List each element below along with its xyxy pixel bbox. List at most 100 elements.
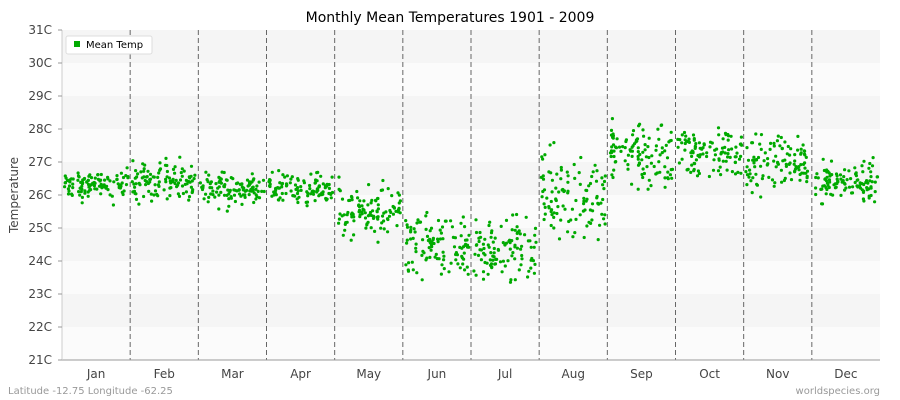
data-point <box>820 202 825 206</box>
data-point <box>82 177 86 181</box>
data-point <box>420 253 424 257</box>
data-point <box>222 184 226 188</box>
data-point <box>267 180 271 184</box>
data-point <box>284 191 288 196</box>
data-point <box>767 175 771 179</box>
footer-location: Latitude -12.75 Longitude -62.25 <box>8 386 173 397</box>
data-point <box>711 168 716 172</box>
data-point <box>869 170 873 174</box>
data-point <box>138 183 142 187</box>
data-point <box>481 242 485 246</box>
data-point <box>260 189 264 193</box>
data-point <box>513 278 517 282</box>
data-point <box>582 202 586 206</box>
data-point <box>370 198 374 202</box>
data-point <box>414 246 418 250</box>
data-point <box>407 261 411 265</box>
data-point <box>93 181 97 185</box>
data-point <box>583 208 587 212</box>
data-point <box>355 189 359 194</box>
data-point <box>612 149 616 153</box>
data-point <box>570 207 575 211</box>
data-point <box>283 175 287 179</box>
data-point <box>241 186 245 190</box>
data-point <box>745 146 749 150</box>
data-point <box>693 145 698 149</box>
x-tick-label: Jun <box>427 367 447 381</box>
data-point <box>669 138 673 143</box>
data-point <box>440 225 445 229</box>
data-point <box>550 190 554 194</box>
data-point <box>167 176 172 180</box>
data-point <box>650 154 654 158</box>
data-point <box>763 151 767 155</box>
y-tick-label: 25C <box>28 221 52 235</box>
data-point <box>210 186 214 190</box>
data-point <box>836 179 840 183</box>
data-point <box>421 238 425 242</box>
data-point <box>436 237 440 241</box>
data-point <box>143 163 147 167</box>
data-point <box>250 180 254 184</box>
data-point <box>832 183 836 187</box>
y-tick-label: 26C <box>28 188 52 202</box>
data-point <box>144 175 149 179</box>
data-point <box>542 188 547 192</box>
data-point <box>105 184 109 188</box>
data-point <box>758 142 762 146</box>
data-point <box>498 260 503 264</box>
data-point <box>601 183 605 187</box>
data-point <box>352 219 356 223</box>
data-point <box>379 188 383 192</box>
data-point <box>454 258 458 262</box>
data-point <box>240 182 244 186</box>
data-point <box>425 210 429 215</box>
data-point <box>577 171 581 175</box>
data-point <box>684 134 688 138</box>
data-point <box>152 193 156 197</box>
data-point <box>799 151 803 155</box>
data-point <box>337 187 341 191</box>
data-point <box>78 193 82 197</box>
data-point <box>827 185 831 190</box>
footer-source: worldspecies.org <box>796 386 880 397</box>
data-point <box>362 208 366 212</box>
data-point <box>462 257 466 261</box>
data-point <box>588 208 593 212</box>
data-point <box>444 219 448 223</box>
data-point <box>80 195 84 199</box>
data-point <box>636 163 641 167</box>
data-point <box>796 148 800 152</box>
data-point <box>290 175 294 179</box>
data-point <box>315 171 319 175</box>
data-point <box>460 254 464 258</box>
data-point <box>324 198 328 202</box>
data-point <box>171 167 176 171</box>
data-point <box>623 159 627 163</box>
data-point <box>119 171 123 175</box>
data-point <box>824 192 828 196</box>
data-point <box>747 175 751 179</box>
data-point <box>755 183 760 187</box>
data-point <box>289 189 293 193</box>
data-point <box>550 213 554 217</box>
data-point <box>375 209 379 213</box>
data-point <box>719 173 723 177</box>
data-point <box>533 233 537 237</box>
data-point <box>543 205 547 209</box>
data-point <box>206 200 210 204</box>
data-point <box>794 165 798 169</box>
legend-label: Mean Temp <box>86 40 143 51</box>
data-point <box>647 136 651 140</box>
data-point <box>751 176 755 180</box>
data-point <box>76 171 80 175</box>
data-point <box>508 247 512 251</box>
data-point <box>132 189 137 193</box>
data-point <box>660 151 664 155</box>
data-point <box>548 143 552 147</box>
data-point <box>636 157 640 161</box>
data-point <box>83 191 87 195</box>
data-point <box>729 134 733 138</box>
data-point <box>460 246 464 250</box>
data-point <box>716 169 721 173</box>
